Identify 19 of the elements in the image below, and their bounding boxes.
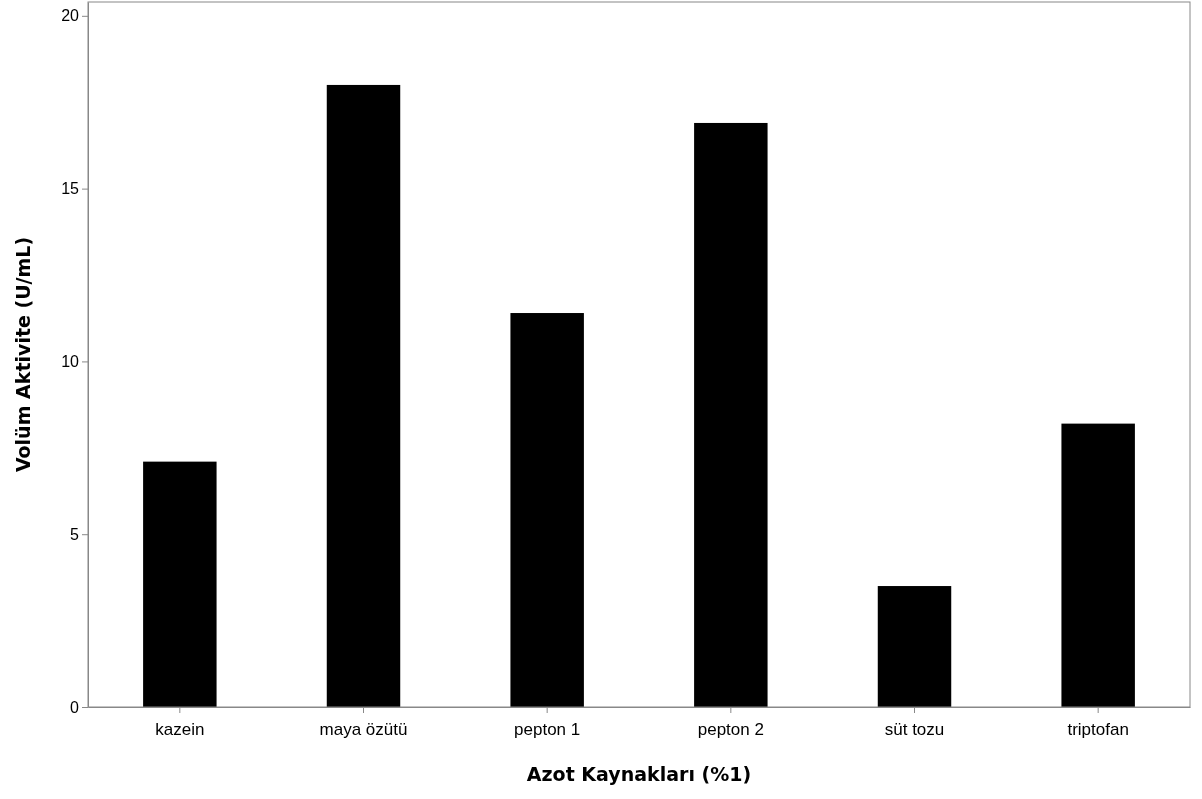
bar — [510, 313, 584, 707]
x-tick-label: pepton 2 — [697, 719, 764, 739]
x-tick-label: triptofan — [1067, 719, 1129, 739]
bar — [326, 84, 401, 707]
bar — [877, 586, 952, 707]
x-tick-label: pepton 1 — [514, 719, 581, 739]
y-tick-label: 15 — [61, 180, 80, 198]
y-tick-label: 0 — [70, 698, 80, 716]
x-tick-label: maya özütü — [319, 719, 408, 739]
y-tick-label: 10 — [61, 353, 80, 371]
bar — [143, 461, 217, 707]
x-tick-label: kazein — [155, 719, 205, 739]
bar — [694, 122, 768, 707]
y-axis-title: Volüm Aktivite (U/mL) — [12, 236, 34, 473]
y-tick-label: 20 — [61, 7, 80, 25]
x-tick-label: süt tozu — [884, 719, 945, 739]
x-axis-title: Azot Kaynakları (%1) — [526, 763, 752, 785]
bar — [1061, 423, 1135, 707]
y-tick-label: 5 — [70, 525, 80, 543]
